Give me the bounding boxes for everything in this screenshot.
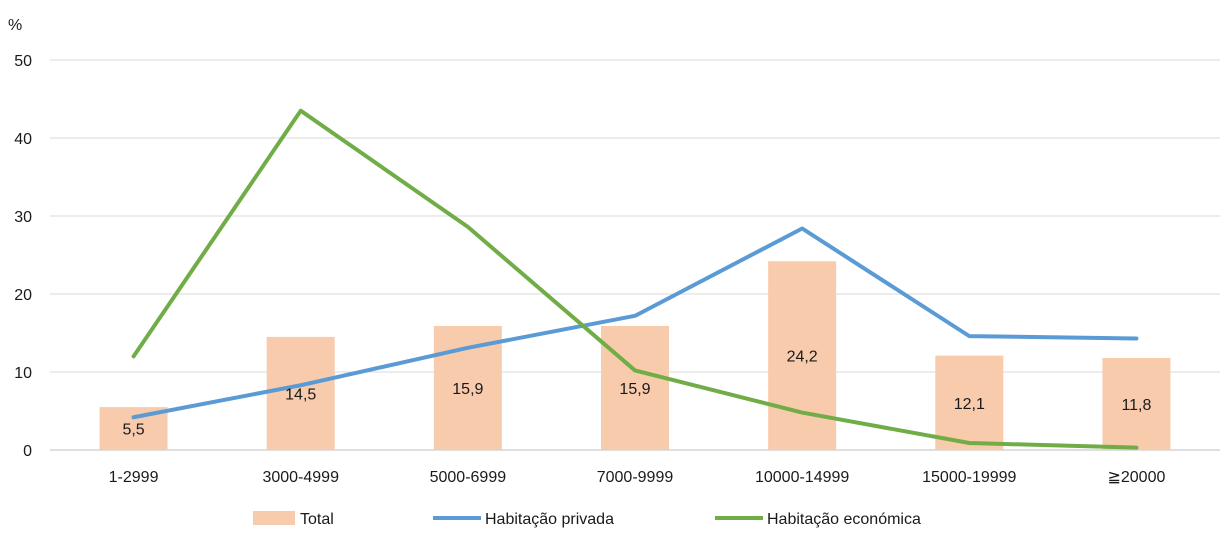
bar-data-label: 12,1 — [954, 396, 985, 413]
x-tick-label: 3000-4999 — [262, 469, 339, 486]
line-series — [131, 108, 1139, 450]
gridlines — [50, 59, 1220, 451]
y-tick-label: 40 — [14, 131, 32, 148]
bar-series-total — [99, 261, 1171, 450]
legend-item: Habitação económica — [715, 511, 921, 528]
legend-item: Habitação privada — [433, 511, 614, 528]
x-tick-label: 1-2999 — [109, 469, 159, 486]
legend-label: Total — [300, 511, 334, 528]
bar-data-label: 15,9 — [452, 381, 483, 398]
y-tick-label: 50 — [14, 53, 32, 70]
line-habitacao-privada — [131, 226, 1139, 420]
bar-total — [266, 336, 335, 450]
line-habitacao-economica — [131, 108, 1139, 450]
x-axis-ticks: 1-2999 3000-4999 5000-6999 7000-9999 10000-1… — [109, 469, 1166, 486]
y-tick-label: 10 — [14, 365, 32, 382]
bar-data-label: 14,5 — [285, 386, 316, 403]
legend-swatch-total — [253, 511, 295, 525]
bar-data-label: 24,2 — [787, 349, 818, 366]
bar-data-label: 5,5 — [122, 422, 144, 439]
x-tick-label: 15000-19999 — [922, 469, 1016, 486]
x-tick-label: 7000-9999 — [597, 469, 674, 486]
legend: Total Habitação privada Habitação económic… — [253, 511, 921, 528]
y-axis-ticks: 0 10 20 30 40 50 — [14, 53, 32, 460]
x-tick-label: ≧20000 — [1107, 469, 1165, 486]
x-tick-label: 5000-6999 — [430, 469, 507, 486]
y-tick-label: 0 — [23, 443, 32, 460]
bar-total — [935, 355, 1004, 450]
y-tick-label: 20 — [14, 287, 32, 304]
legend-label: Habitação privada — [485, 511, 614, 528]
bar-data-label: 11,8 — [1121, 397, 1151, 414]
y-tick-label: 30 — [14, 209, 32, 226]
bar-total — [1102, 357, 1171, 450]
bar-data-label: 15,9 — [619, 381, 650, 398]
bar-total — [601, 325, 669, 450]
bar-data-labels: 5,5 14,5 15,9 15,9 24,2 12,1 11,8 — [122, 349, 1151, 439]
y-unit-label: % — [8, 17, 22, 34]
x-tick-label: 10000-14999 — [755, 469, 849, 486]
legend-label: Habitação económica — [767, 511, 921, 528]
legend-item: Total — [253, 511, 334, 528]
